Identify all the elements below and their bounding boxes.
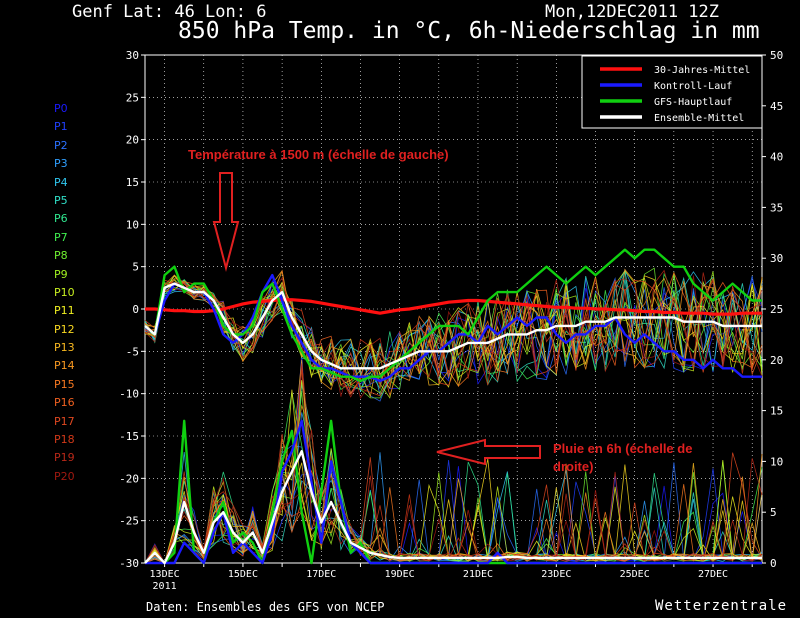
temp-annotation: Température à 1500 m (échelle de gauche) xyxy=(188,147,449,162)
member-label-p14: P14 xyxy=(54,359,75,373)
member-label-p8: P8 xyxy=(54,249,68,263)
y-right-tick-label: 50 xyxy=(770,49,783,62)
y-right-tick-label: 30 xyxy=(770,252,783,265)
member-temp-line-p17 xyxy=(144,279,763,397)
temp-series-kontroll-lauf xyxy=(144,273,762,383)
rain-annotation-line1: Pluie en 6h (échelle de xyxy=(553,441,692,456)
y-right-tick-label: 35 xyxy=(770,201,783,214)
legend-label: Ensemble-Mittel xyxy=(654,113,744,124)
x-tick-label: 13DEC xyxy=(150,569,180,580)
precip-series-kontroll-lauf xyxy=(145,419,762,565)
footer-source: Daten: Ensembles des GFS von NCEP xyxy=(146,600,385,614)
x-tick-label: 17DEC xyxy=(306,569,336,580)
x-year-label: 2011 xyxy=(153,581,177,592)
member-precip-line-p17 xyxy=(144,452,763,564)
x-tick-label: 27DEC xyxy=(698,569,728,580)
member-temp-line-p19 xyxy=(144,269,763,398)
header-location: Genf Lat: 46 Lon: 6 xyxy=(72,2,267,22)
y-right-tick-label: 15 xyxy=(770,405,783,418)
member-label-p1: P1 xyxy=(54,120,68,134)
member-label-p10: P10 xyxy=(54,285,75,299)
y-right-tick-label: 25 xyxy=(770,303,783,316)
y-right-tick-label: 45 xyxy=(770,100,783,113)
legend-label: 30-Jahres-Mittel xyxy=(654,65,750,76)
y-right-tick-label: 10 xyxy=(770,455,783,468)
y-right-tick-label: 0 xyxy=(770,557,777,570)
y-left-tick-label: -20 xyxy=(119,472,139,485)
member-label-p2: P2 xyxy=(54,138,68,152)
member-label-p18: P18 xyxy=(54,433,75,447)
y-left-tick-label: 25 xyxy=(126,91,139,104)
member-label-p19: P19 xyxy=(54,451,75,465)
y-left-tick-label: 15 xyxy=(126,176,139,189)
y-right-tick-label: 5 xyxy=(770,506,777,519)
y-left-tick-label: 5 xyxy=(132,261,139,274)
y-left-tick-label: -5 xyxy=(126,345,139,358)
y-left-tick-label: -10 xyxy=(119,388,139,401)
x-tick-label: 21DEC xyxy=(463,569,493,580)
down-arrow-icon xyxy=(212,172,240,272)
member-list: P0 P1 P2 P3 P4 P5 P6 P7 P8 P9 P10 P11 P12 P13 P14 P15 P1… xyxy=(54,100,75,486)
y-left-tick-label: -25 xyxy=(119,515,139,528)
member-label-p16: P16 xyxy=(54,396,75,410)
member-label-p5: P5 xyxy=(54,193,68,207)
header-run-date: Mon,12DEC2011 12Z xyxy=(545,2,719,22)
temp-series-30-jahres-mittel xyxy=(145,298,762,316)
member-label-p11: P11 xyxy=(54,304,75,318)
member-temp-line-p1 xyxy=(144,278,763,390)
temp-series-ensemble-mittel xyxy=(144,282,762,370)
x-tick-label: 19DEC xyxy=(385,569,415,580)
y-left-tick-label: 30 xyxy=(126,49,139,62)
member-label-p7: P7 xyxy=(54,230,68,244)
member-label-p17: P17 xyxy=(54,414,75,428)
member-label-p12: P12 xyxy=(54,322,75,336)
member-label-p13: P13 xyxy=(54,341,75,355)
chart-title: 850 hPa Temp. in °C, 6h-Niederschlag in … xyxy=(178,18,760,44)
member-label-p0: P0 xyxy=(54,102,68,115)
member-label-p6: P6 xyxy=(54,212,68,226)
left-arrow-icon xyxy=(436,438,541,466)
member-precip-line-p18 xyxy=(144,367,763,564)
y-right-tick-label: 20 xyxy=(770,354,783,367)
y-left-tick-label: -15 xyxy=(119,430,139,443)
rain-annotation-line2: droite) xyxy=(553,459,593,474)
y-left-tick-label: 20 xyxy=(126,134,139,147)
member-precip-line-p19 xyxy=(144,363,763,564)
y-left-tick-label: -30 xyxy=(119,557,139,570)
y-left-tick-label: 0 xyxy=(132,303,139,316)
legend-label: Kontroll-Lauf xyxy=(654,81,732,92)
legend-label: GFS-Hauptlauf xyxy=(654,97,732,108)
y-right-tick-label: 40 xyxy=(770,151,783,164)
member-label-p9: P9 xyxy=(54,267,68,281)
member-label-p3: P3 xyxy=(54,157,68,171)
y-left-tick-label: 10 xyxy=(126,218,139,231)
x-tick-label: 23DEC xyxy=(541,569,571,580)
member-label-p20: P20 xyxy=(54,469,75,483)
x-tick-label: 15DEC xyxy=(228,569,258,580)
x-tick-label: 25DEC xyxy=(620,569,650,580)
footer-brand: Wetterzentrale xyxy=(655,598,788,614)
member-label-p4: P4 xyxy=(54,175,68,189)
temp-series-gfs-hauptlauf xyxy=(144,248,762,383)
precip-series-ensemble-mittel xyxy=(144,450,762,565)
member-label-p15: P15 xyxy=(54,377,75,391)
